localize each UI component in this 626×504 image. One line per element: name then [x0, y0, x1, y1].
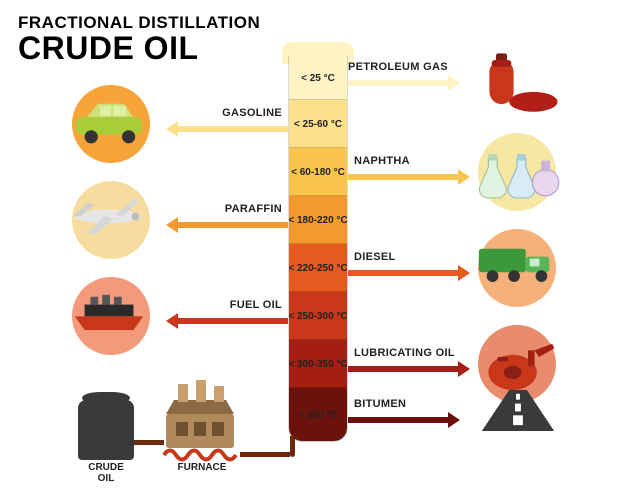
pipe-furnace-to-column-v	[290, 436, 295, 457]
product-arrow: FUEL OIL	[166, 313, 288, 329]
crude-oil-tank	[78, 400, 134, 460]
diagram-title: FRACTIONAL DISTILLATION CRUDE OIL	[18, 14, 260, 65]
pipe-crude-to-furnace	[134, 440, 164, 445]
fraction-row: < 25-60 °C	[289, 100, 347, 148]
product-arrow: GASOLINE	[166, 121, 288, 137]
fraction-row: < 60-180 °C	[289, 148, 347, 196]
fraction-row: < 250-300 °C	[289, 292, 347, 340]
distillation-column: < 25 °C < 25-60 °C < 60-180 °C < 180-220 °C…	[282, 42, 354, 442]
product-arrow: NAPHTHA	[348, 169, 470, 185]
truck-icon	[473, 239, 561, 297]
fraction-row: < 300-350 °C	[289, 340, 347, 388]
gas-cylinders-icon	[474, 49, 562, 107]
product-label: LUBRICATING OIL	[354, 347, 455, 359]
product-label: BITUMEN	[354, 398, 406, 410]
product-label: NAPHTHA	[354, 155, 410, 167]
title-line2: CRUDE OIL	[18, 32, 260, 66]
product-arrow: PARAFFIN	[166, 217, 288, 233]
flasks-icon	[473, 143, 561, 201]
product-label: DIESEL	[354, 251, 396, 263]
fraction-row: < 25 °C	[289, 56, 347, 100]
fraction-temp-label: < 220-250 °C	[288, 263, 347, 274]
column-body: < 25 °C < 25-60 °C < 60-180 °C < 180-220 °C…	[288, 56, 348, 442]
product-label: FUEL OIL	[230, 299, 282, 311]
product-arrow: LUBRICATING OIL	[348, 361, 470, 377]
fraction-temp-label: < 25 °C	[301, 73, 335, 84]
ship-icon	[67, 287, 155, 345]
product-arrow: BITUMEN	[348, 412, 460, 428]
fraction-temp-label: < 25-60 °C	[294, 119, 342, 130]
product-label: PETROLEUM GAS	[348, 61, 448, 73]
product-arrow: PETROLEUM GAS	[348, 75, 460, 91]
product-arrow: DIESEL	[348, 265, 470, 281]
fraction-temp-label: < 60-180 °C	[291, 167, 345, 178]
road-icon	[474, 386, 562, 444]
fraction-temp-label: < 250-300 °C	[288, 311, 347, 322]
fraction-row: < 350 °C	[289, 388, 347, 442]
fraction-temp-label: < 350 °C	[298, 410, 337, 421]
fraction-temp-label: < 300-350 °C	[288, 359, 347, 370]
plane-icon	[67, 191, 155, 249]
oil-can-icon	[473, 335, 561, 393]
fraction-temp-label: < 180-220 °C	[288, 215, 347, 226]
crude-oil-tank-top	[82, 392, 130, 404]
fraction-row: < 180-220 °C	[289, 196, 347, 244]
car-icon	[67, 95, 155, 153]
furnace-coil-icon	[162, 446, 240, 464]
product-label: PARAFFIN	[225, 203, 282, 215]
fraction-row: < 220-250 °C	[289, 244, 347, 292]
pipe-furnace-to-column-h	[240, 452, 290, 457]
product-label: GASOLINE	[222, 107, 282, 119]
crude-oil-label: CRUDE OIL	[80, 462, 132, 484]
